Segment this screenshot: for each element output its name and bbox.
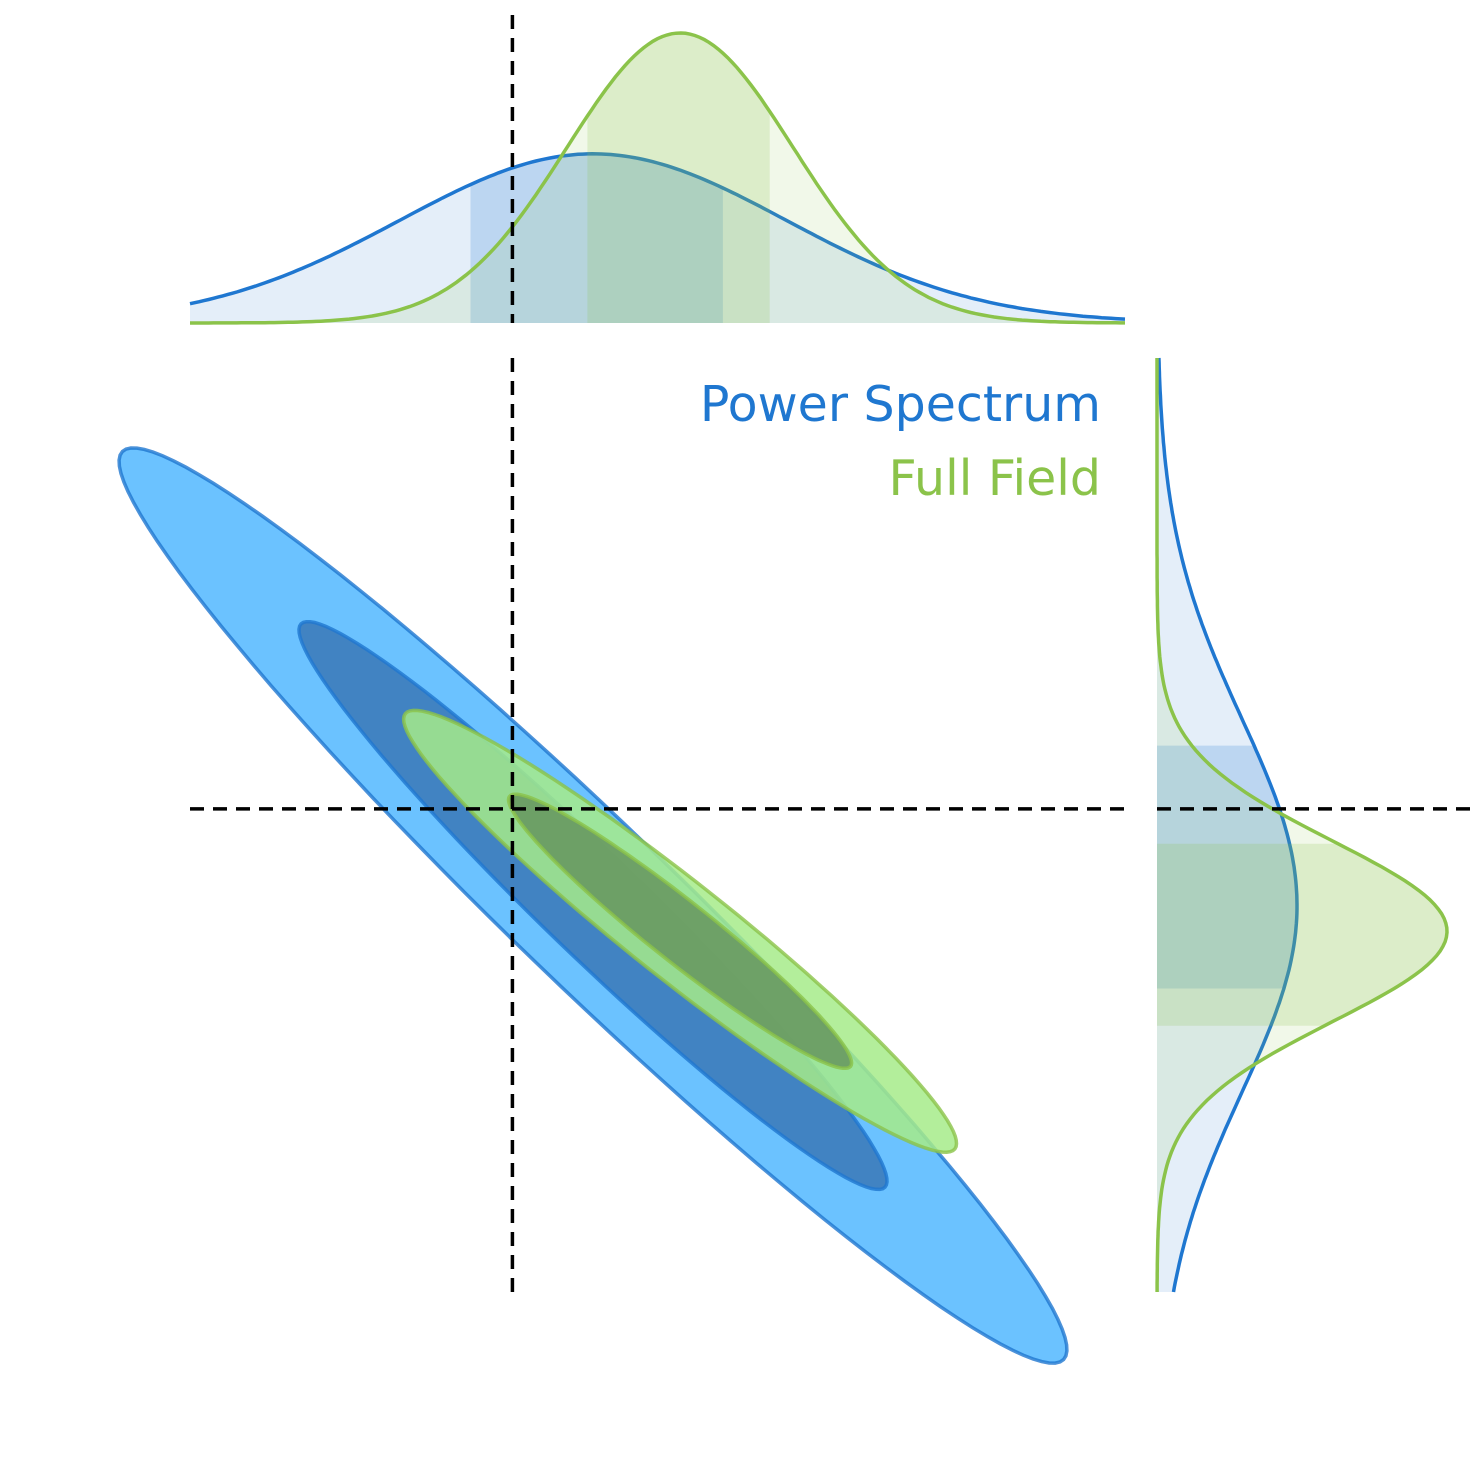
legend-entry-full-field: Full Field [888, 450, 1101, 507]
top-marginal-fill-power-spectrum [190, 153, 1125, 323]
right-marginal-fill-full-field [1157, 358, 1447, 1292]
right-marginal-band-full-field [1157, 843, 1447, 1026]
legend-entry-power-spectrum: Power Spectrum [699, 376, 1101, 433]
joint-contour-panel [117, 446, 1069, 1365]
top-marginal-panel [189, 31, 1126, 325]
right-marginal-curve-power-spectrum [1157, 357, 1299, 1293]
right-marginal-fill-power-spectrum [1157, 358, 1297, 1292]
right-marginal-panel [1155, 357, 1449, 1293]
top-marginal-fill-full-field [190, 33, 1125, 323]
right-marginal-band-power-spectrum [1157, 745, 1297, 989]
top-marginal-band-full-field [587, 33, 770, 323]
contour-inner-full-field [506, 792, 854, 1071]
reference-lines [190, 15, 1470, 1292]
top-marginal-curve-power-spectrum [189, 152, 1126, 321]
right-marginal-curve-full-field [1155, 358, 1449, 1292]
legend: Power Spectrum Full Field [700, 368, 1101, 516]
top-marginal-curve-full-field [190, 31, 1125, 325]
